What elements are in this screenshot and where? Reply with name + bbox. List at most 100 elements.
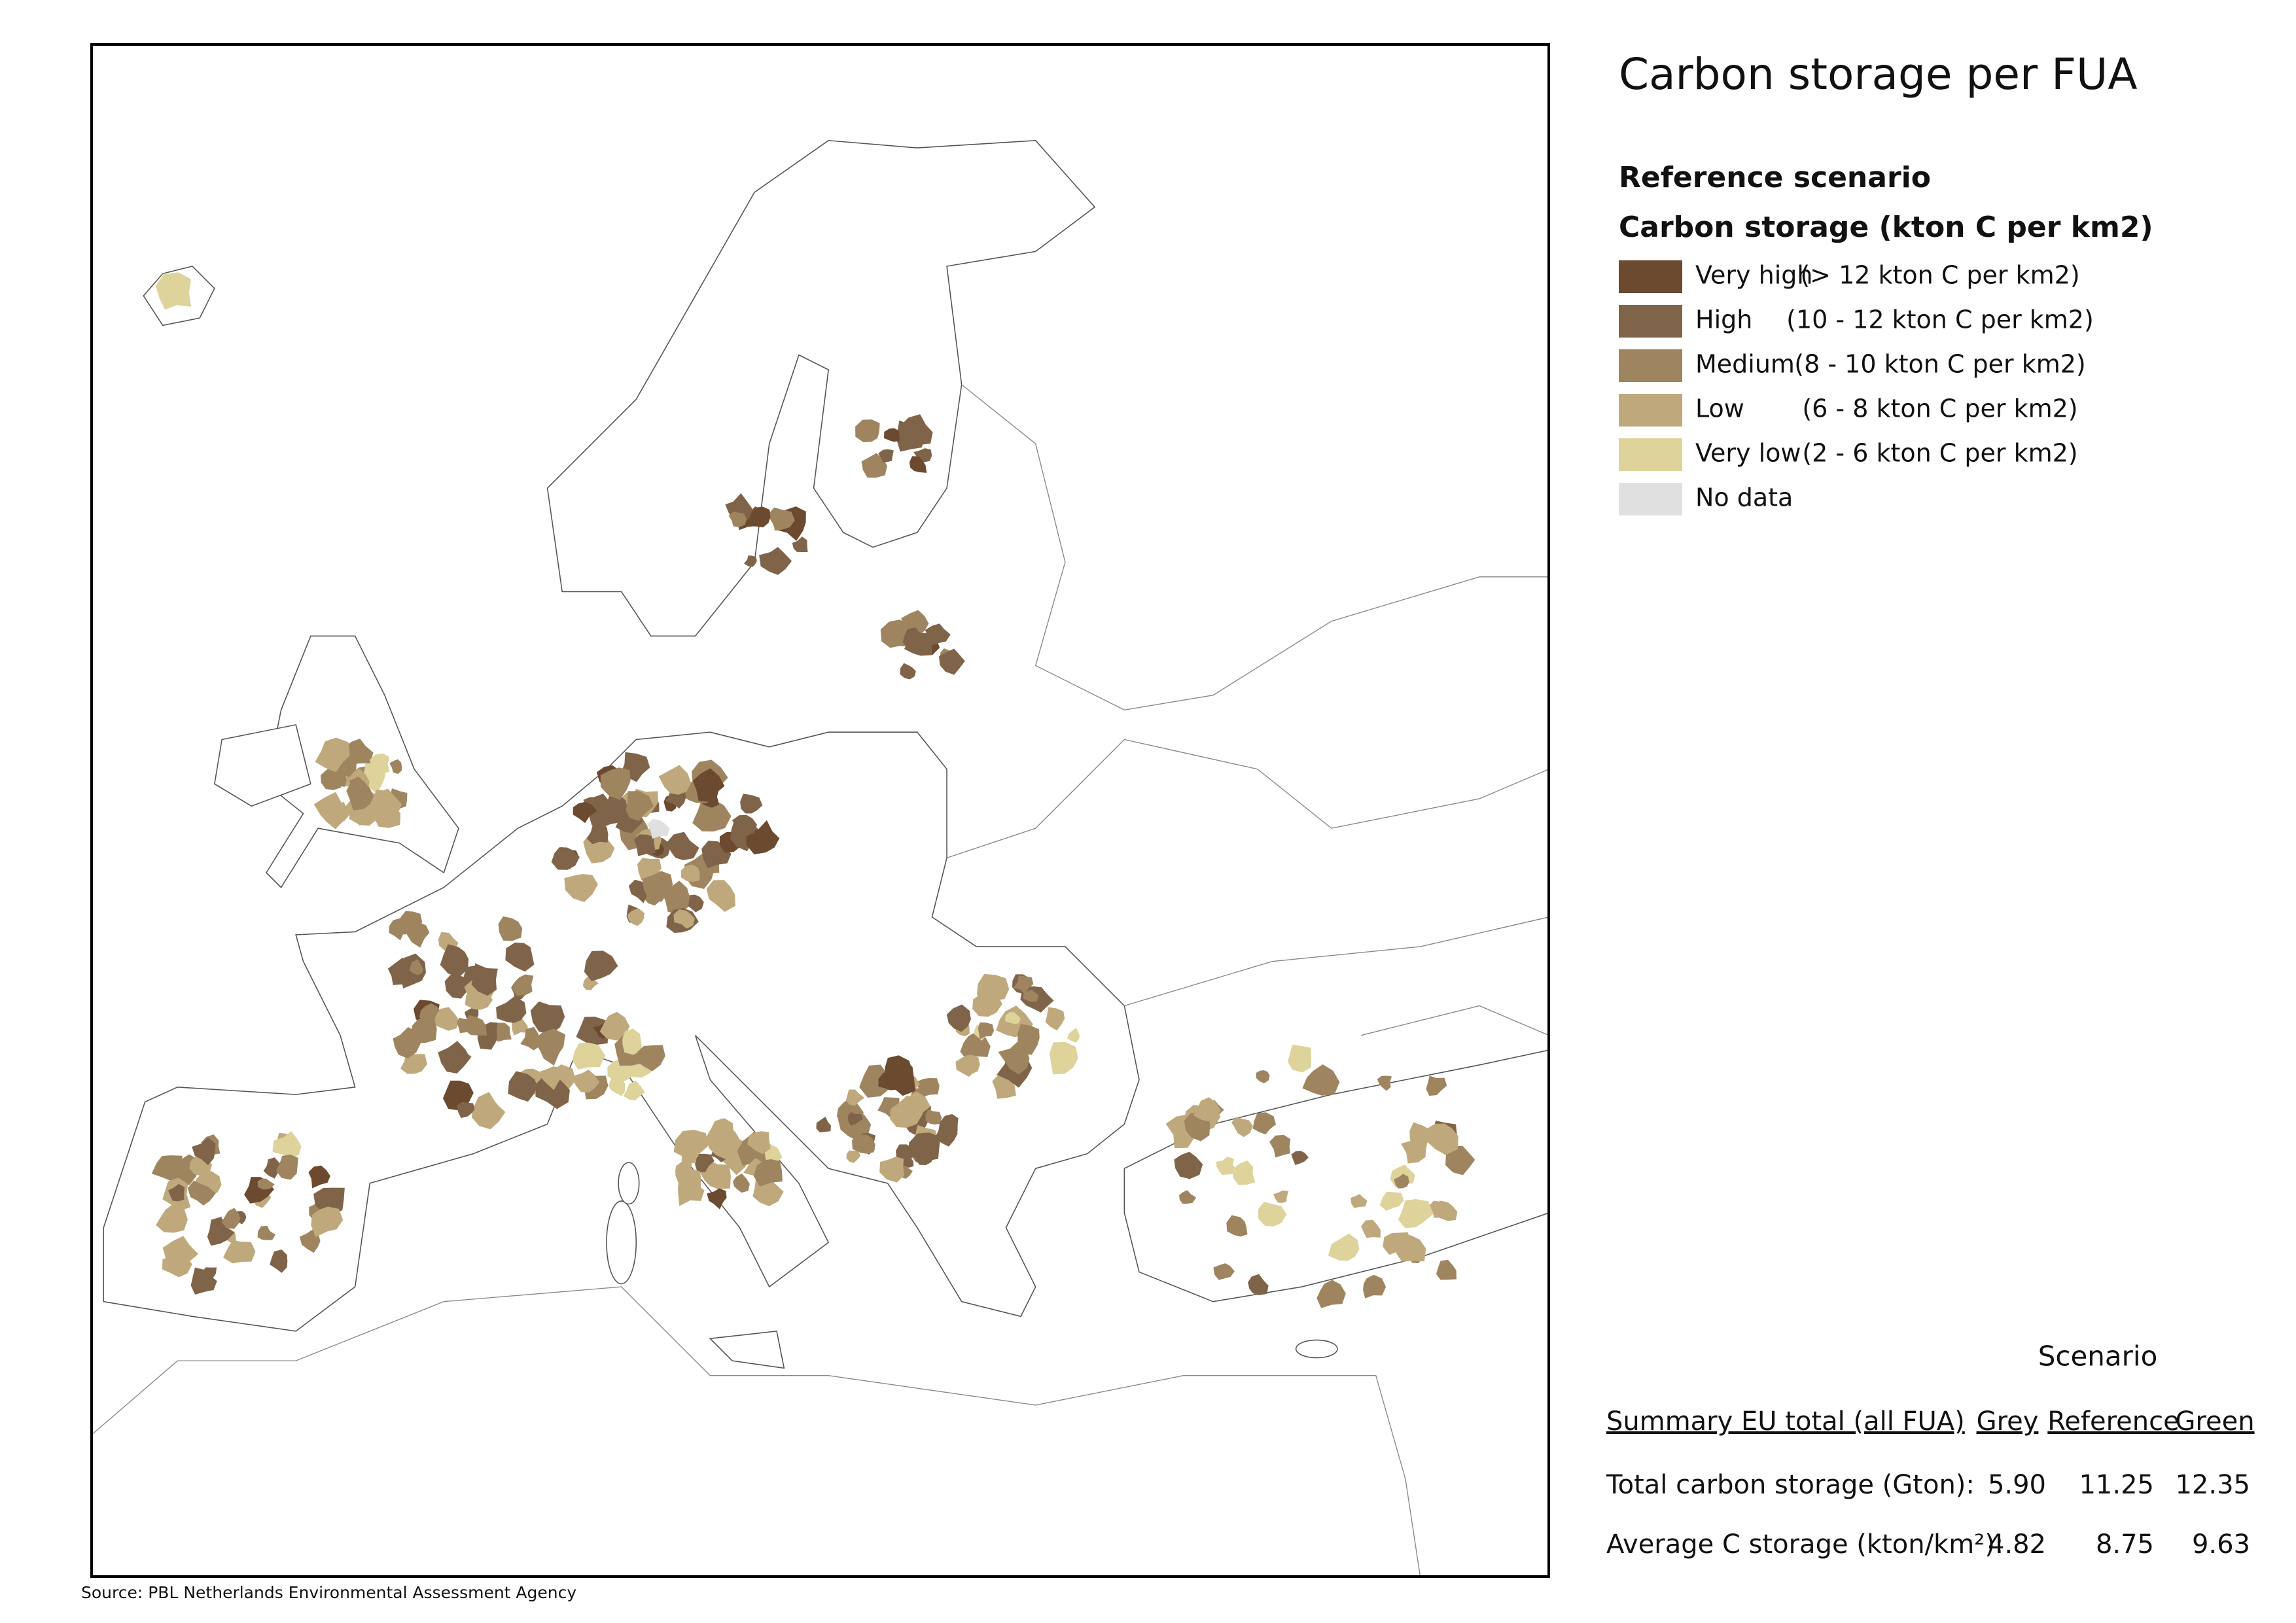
africa-coast (92, 1286, 1421, 1577)
fua-region (192, 1137, 216, 1165)
fua-region (257, 1225, 275, 1240)
legend-label: High (1695, 305, 1752, 334)
fua-region (1226, 1215, 1248, 1237)
fua-region (496, 996, 527, 1023)
column-header: Reference (2047, 1406, 2179, 1437)
fua-region (878, 1071, 900, 1091)
fua-region (168, 1183, 185, 1202)
fua-region (564, 874, 598, 902)
fua-region (1013, 975, 1034, 994)
fua-region (746, 820, 780, 855)
column-header: Summary EU total (all FUA) (1606, 1406, 1965, 1437)
fua-region (162, 1255, 192, 1278)
fua-region (692, 799, 732, 832)
fua-region (861, 453, 887, 478)
fua-region (572, 1042, 605, 1070)
fua-region (1273, 1190, 1289, 1203)
fua-region (879, 1157, 904, 1183)
fua-region (372, 801, 401, 828)
fua-region (1434, 1200, 1458, 1221)
fua-region (846, 1150, 860, 1163)
fua-region (497, 1022, 512, 1042)
fua-region (207, 1217, 235, 1246)
fua-region (584, 951, 618, 981)
legend-heading: Reference scenario (1619, 161, 1931, 194)
fua-region (257, 1178, 275, 1190)
fua-region (852, 1134, 875, 1154)
ireland (213, 724, 311, 807)
table-cell: 11.25 (2079, 1470, 2154, 1500)
fua-region (583, 797, 603, 812)
fua-region (883, 428, 900, 442)
fua-region (551, 847, 580, 870)
fua-region (732, 814, 757, 837)
legend-label: Very low (1695, 439, 1801, 468)
fua-region (222, 1240, 256, 1264)
fua-region (272, 1130, 302, 1159)
fua-regions (151, 272, 1475, 1308)
fua-region (611, 1078, 626, 1096)
fua-region (768, 507, 795, 531)
fua-region (939, 648, 965, 675)
fua-region (1398, 1198, 1434, 1229)
east-border (961, 384, 1549, 710)
fua-region (976, 973, 1010, 1001)
fua-region (530, 1001, 565, 1034)
fua-region (706, 880, 735, 912)
legend-label: Medium (1695, 350, 1795, 379)
fua-region (498, 916, 523, 941)
fua-region (904, 633, 932, 656)
fua-region (1005, 1011, 1021, 1024)
fua-region (155, 272, 192, 310)
fua-region (635, 1045, 665, 1072)
fua-region (747, 506, 771, 528)
corsica (618, 1162, 640, 1205)
fua-region (607, 1058, 637, 1083)
fua-region (900, 663, 916, 680)
cyprus (1295, 1339, 1338, 1359)
legend: Very high(> 12 kton C per km2) High (10 - … (1619, 260, 2094, 515)
fua-region (925, 1109, 942, 1125)
fua-region (538, 1066, 563, 1091)
fua-region (1409, 1122, 1438, 1151)
fua-region (623, 1080, 645, 1101)
fua-region (878, 449, 894, 463)
fua-region (349, 777, 364, 791)
legend-range: (8 - 10 kton C per km2) (1794, 350, 2085, 379)
fua-region (946, 1004, 971, 1032)
fua-region (393, 1027, 421, 1058)
fua-region (694, 1153, 715, 1173)
fua-region (684, 894, 704, 913)
fua-region (978, 1022, 995, 1039)
fua-region (1287, 1044, 1311, 1073)
fua-region (740, 794, 763, 814)
fua-region (673, 909, 695, 929)
fua-region (899, 414, 933, 446)
fua-region (627, 908, 645, 926)
fua-region (1174, 1151, 1203, 1179)
map (92, 139, 1549, 1577)
fua-region (845, 1089, 865, 1106)
fua-region (1193, 1097, 1222, 1122)
fua-region (187, 1180, 216, 1206)
fua-region (1269, 1134, 1291, 1158)
fua-region (753, 1159, 783, 1187)
fua-region (308, 1165, 330, 1189)
fua-region (1316, 1280, 1346, 1308)
fua-region (667, 831, 699, 860)
fua-region (600, 767, 631, 800)
fua-region (263, 1157, 284, 1179)
fua-region (792, 536, 808, 553)
fua-region (1233, 1160, 1256, 1185)
legend-label: Very high (1695, 261, 1812, 290)
fua-region (1248, 1274, 1269, 1295)
sicily (709, 1331, 785, 1369)
fua-region (471, 963, 498, 996)
legend-swatch (1619, 260, 1682, 293)
source-note: Source: PBL Netherlands Environmental As… (81, 1583, 576, 1602)
fua-region (1377, 1075, 1392, 1091)
fua-region (677, 1176, 705, 1206)
fua-region (571, 1070, 600, 1093)
table-cell: 5.90 (1988, 1470, 2046, 1500)
